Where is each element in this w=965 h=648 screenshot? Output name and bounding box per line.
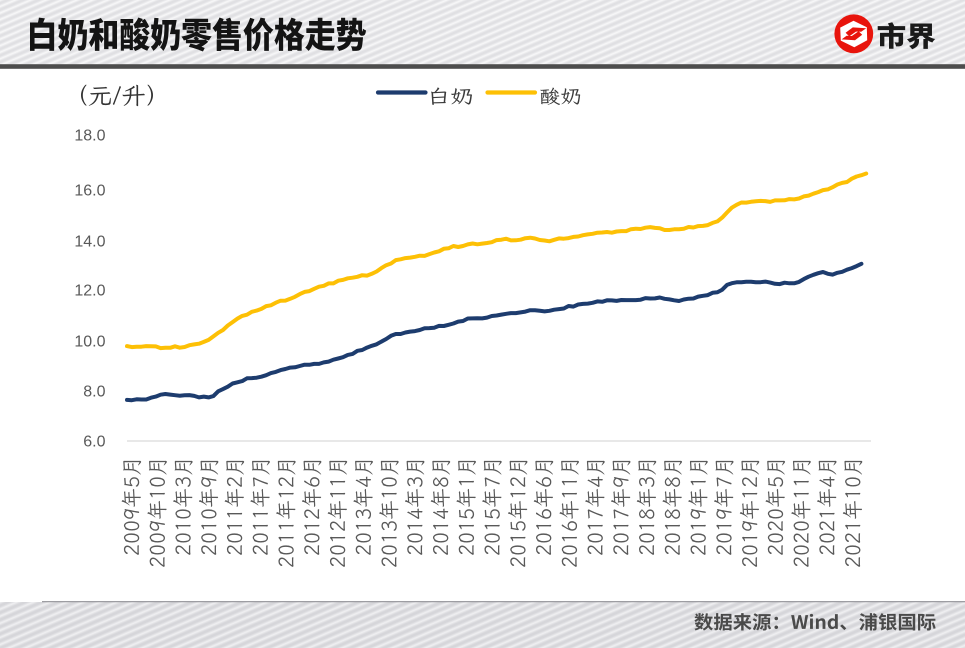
svg-text:16.0: 16.0 bbox=[74, 183, 105, 200]
svg-text:18.0: 18.0 bbox=[74, 128, 105, 145]
svg-text:12.0: 12.0 bbox=[74, 283, 105, 300]
svg-text:10.0: 10.0 bbox=[74, 334, 105, 351]
svg-text:14.0: 14.0 bbox=[74, 234, 105, 251]
svg-text:8.0: 8.0 bbox=[83, 384, 105, 401]
svg-text:6.0: 6.0 bbox=[83, 434, 105, 451]
